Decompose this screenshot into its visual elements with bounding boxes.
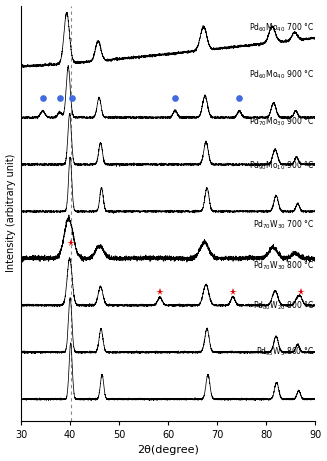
Text: Pd$_{80}$W$_{20}$ 800 °C: Pd$_{80}$W$_{20}$ 800 °C [253,300,314,313]
Y-axis label: Intensity (arbitrary unit): Intensity (arbitrary unit) [6,154,16,272]
Text: Pd$_{70}$Mo$_{30}$ 900 °C: Pd$_{70}$Mo$_{30}$ 900 °C [249,115,314,128]
Text: Pd$_{95}$W$_{5}$ 800 °C: Pd$_{95}$W$_{5}$ 800 °C [256,345,314,358]
Text: Pd$_{70}$W$_{30}$ 800 °C: Pd$_{70}$W$_{30}$ 800 °C [253,259,314,272]
Text: Pd$_{70}$W$_{30}$ 700 °C: Pd$_{70}$W$_{30}$ 700 °C [253,219,314,231]
Text: Pd$_{60}$Mo$_{40}$ 700 °C: Pd$_{60}$Mo$_{40}$ 700 °C [249,21,314,34]
X-axis label: 2θ(degree): 2θ(degree) [137,445,199,455]
Text: Pd$_{90}$Mo$_{10}$ 900 °C: Pd$_{90}$Mo$_{10}$ 900 °C [249,159,314,171]
Text: Pd$_{60}$Mo$_{40}$ 900 °C: Pd$_{60}$Mo$_{40}$ 900 °C [249,68,314,81]
